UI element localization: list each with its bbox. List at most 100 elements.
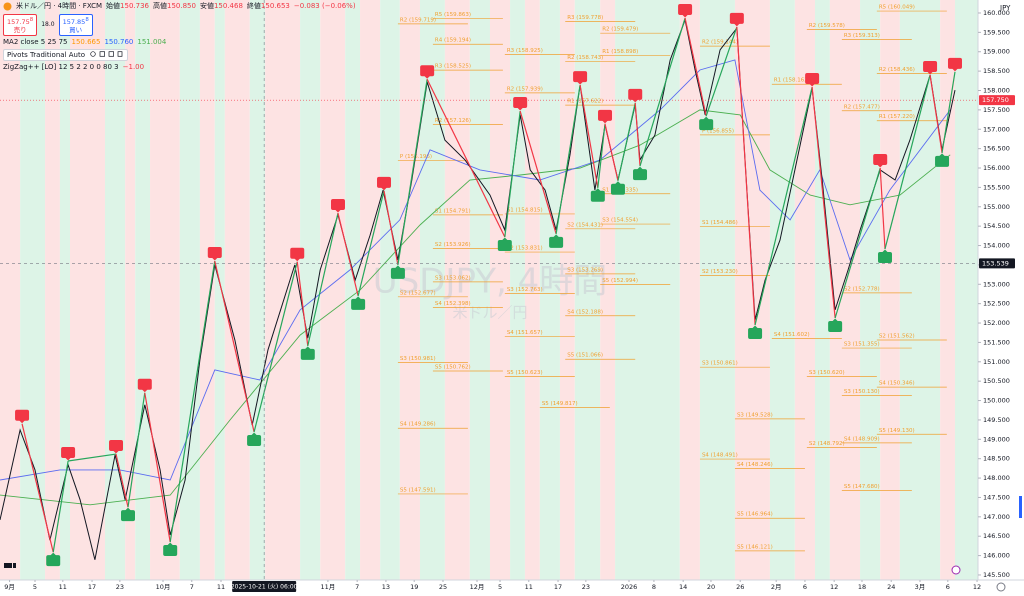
pivot-label: S2 (153.926) xyxy=(435,242,471,248)
pivot-label: R1 (158.162) xyxy=(774,78,810,84)
buy-button[interactable]: 157.858 買い xyxy=(58,14,93,37)
spread: 18.0 xyxy=(41,21,55,29)
sell-pip: 8 xyxy=(29,17,34,23)
zigzag-leg xyxy=(21,423,54,553)
marker-pointer xyxy=(501,237,508,241)
trend-band xyxy=(0,0,21,580)
zigzag-leg xyxy=(52,460,69,553)
pivot-high-marker xyxy=(61,447,76,459)
trend-band xyxy=(249,0,266,580)
zigzag-leg xyxy=(736,26,756,326)
y-tick-label: 159.500 xyxy=(983,28,1010,36)
x-tick-label: 3月 xyxy=(915,583,926,591)
pivot-label: S5 (149.817) xyxy=(542,401,578,407)
trend-band xyxy=(469,0,490,580)
pivot-low-marker xyxy=(121,510,136,522)
pivot-label: R1 (158.898) xyxy=(602,49,638,55)
marker-pointer xyxy=(125,507,132,511)
pivot-label: S4 (151.657) xyxy=(507,330,543,336)
y-tick-label: 156.500 xyxy=(983,145,1010,153)
marker-pointer xyxy=(927,71,934,75)
pivot-high-marker xyxy=(207,247,222,259)
pivot-low-marker xyxy=(351,298,366,310)
trend-band xyxy=(615,0,680,580)
trend-band xyxy=(224,0,250,580)
y-tick-label: 155.500 xyxy=(983,183,1010,191)
y-tick-label: 149.000 xyxy=(983,435,1010,443)
ohlc-value: 150.850 xyxy=(167,2,196,10)
marker-pointer xyxy=(682,14,689,18)
ohlc-value: 150.468 xyxy=(213,2,243,10)
indicator-value: 150.665 xyxy=(71,38,101,47)
indicator-icons[interactable] xyxy=(90,51,124,57)
pivot-label: S4 (148.909) xyxy=(844,436,880,442)
pivot-label: R2 (159.578) xyxy=(809,23,845,29)
marker-pointer xyxy=(304,346,311,350)
pivot-low-marker xyxy=(699,119,714,131)
marker-pointer xyxy=(355,296,362,300)
zigzag-leg xyxy=(941,71,956,153)
zigzag-leg xyxy=(357,190,385,297)
y-tick-label: 159.000 xyxy=(983,48,1010,56)
zigzag-leg xyxy=(834,167,881,319)
pivot-low-marker xyxy=(300,348,315,360)
x-tick-label: 12 xyxy=(830,583,838,591)
goto-icon[interactable] xyxy=(951,565,961,575)
x-tick-label: 5 xyxy=(498,583,502,591)
trend-band xyxy=(125,0,136,580)
pivot-label: R3 (158.925) xyxy=(507,48,543,54)
pivot-high-marker xyxy=(290,247,305,259)
x-tick-label: 6 xyxy=(946,583,950,591)
marker-pointer xyxy=(251,432,258,436)
y-tick-label: 148.000 xyxy=(983,474,1010,482)
tv-logo xyxy=(4,563,16,568)
marker-pointer xyxy=(832,318,839,322)
pivot-label: S2 (152.778) xyxy=(844,286,880,292)
indicator-box[interactable]: Pivots Traditional Auto xyxy=(3,49,129,62)
indicator-name[interactable]: MA2 close 5 25 75 xyxy=(3,38,68,47)
trend-band xyxy=(880,0,900,580)
pivot-label: R2 (159.144) xyxy=(702,40,738,46)
marker-pointer xyxy=(637,166,644,170)
pivot-high-marker xyxy=(598,109,613,121)
pivot-label: S3 (150.861) xyxy=(702,361,738,367)
x-tick-label: 9月 xyxy=(4,583,15,591)
marker-pointer xyxy=(167,542,174,546)
x-tick-label: 11 xyxy=(59,583,67,591)
pivot-label: R2 (158.743) xyxy=(567,55,603,61)
trend-band xyxy=(104,0,126,580)
pivot-label: R2 (157.939) xyxy=(507,86,543,92)
x-tick-label: 20 xyxy=(707,583,715,591)
crosshair-price-tag xyxy=(979,258,1015,269)
pivot-label: S3 (151.355) xyxy=(844,342,880,348)
trend-band xyxy=(539,0,560,580)
pivot-label: S1 (154.815) xyxy=(507,207,543,213)
pivot-high-marker xyxy=(573,71,588,83)
axis-overlay: 145.500 146.000 146.500 147.000 147.500 148.0… xyxy=(4,9,1015,592)
pivot-high-marker xyxy=(15,409,30,421)
pivot-high-marker xyxy=(109,440,124,452)
marker-pointer xyxy=(951,68,958,72)
trend-band xyxy=(214,0,225,580)
settings-icon[interactable] xyxy=(996,582,1006,592)
trend-band xyxy=(300,0,321,580)
sell-button[interactable]: 157.758 売り xyxy=(3,14,38,37)
y-tick-label: 147.000 xyxy=(983,513,1010,521)
change: −0.083 (−0.06%) xyxy=(293,2,356,10)
marker-pointer xyxy=(752,325,759,329)
pivot-label: S2 (148.792) xyxy=(809,441,845,447)
marker-pointer xyxy=(19,420,26,424)
indicator-name[interactable]: ZigZag++ [LO] 12 5 2 2 0 0 80 3 xyxy=(3,63,119,72)
marker-pointer xyxy=(424,75,431,79)
pivot-label: S4 (151.602) xyxy=(774,332,810,338)
pivot-label: S5 (149.130) xyxy=(879,428,915,434)
zigzag-leg xyxy=(519,110,557,235)
pivot-label: R4 (159.194) xyxy=(435,38,471,44)
zigzag-leg xyxy=(67,453,117,462)
zigzag-leg xyxy=(634,102,641,167)
sell-price: 157.75 xyxy=(7,18,30,27)
marker-pointer xyxy=(809,83,816,87)
symbol[interactable]: 米ドル／円 · 4時間 · FXCM xyxy=(16,2,103,10)
indicator-name: Pivots Traditional Auto xyxy=(7,51,85,60)
header: 米ドル／円 · 4時間 · FXCM 始値150.736 高値150.850 安… xyxy=(3,2,356,74)
